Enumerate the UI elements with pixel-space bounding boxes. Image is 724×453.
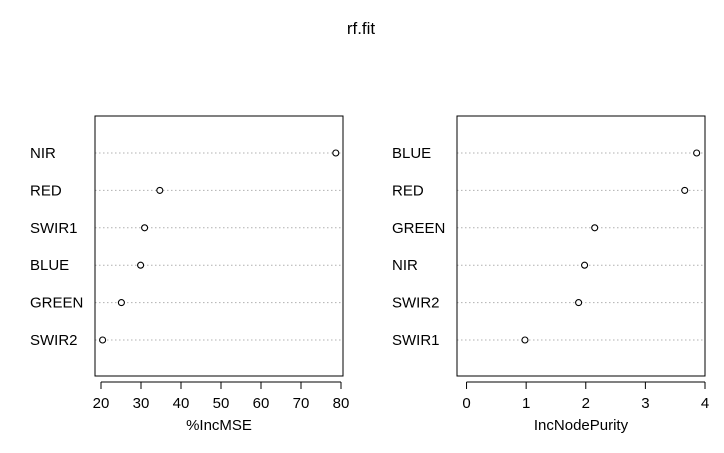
- x-tick-label: 20: [93, 395, 110, 412]
- data-point: [581, 261, 589, 269]
- category-label: SWIR2: [30, 332, 78, 349]
- category-label: RED: [392, 182, 424, 199]
- plot-frame: [94, 115, 344, 377]
- category-label: RED: [30, 182, 62, 199]
- data-point: [693, 149, 701, 157]
- data-point: [137, 261, 145, 269]
- data-point: [591, 224, 599, 232]
- category-label: SWIR1: [392, 332, 440, 349]
- plot-frame: [456, 115, 706, 377]
- x-tick-label: 40: [173, 395, 190, 412]
- x-tick-label: 0: [462, 395, 470, 412]
- category-label: GREEN: [392, 220, 445, 237]
- x-tick-label: 1: [522, 395, 530, 412]
- data-point: [681, 186, 689, 194]
- x-tick-label: 70: [293, 395, 310, 412]
- data-point: [521, 336, 529, 344]
- category-label: BLUE: [392, 145, 431, 162]
- chart-title: rf.fit: [347, 19, 376, 38]
- data-point: [332, 149, 340, 157]
- data-point: [575, 299, 583, 307]
- x-axis-title: %IncMSE: [186, 417, 252, 434]
- category-label: NIR: [30, 145, 56, 162]
- x-tick-label: 2: [582, 395, 590, 412]
- x-tick-label: 60: [253, 395, 270, 412]
- x-tick-label: 30: [133, 395, 150, 412]
- category-label: SWIR2: [392, 295, 440, 312]
- x-tick-label: 80: [333, 395, 350, 412]
- data-point: [141, 224, 149, 232]
- category-label: SWIR1: [30, 220, 78, 237]
- x-tick-label: 50: [213, 395, 230, 412]
- data-point: [156, 186, 164, 194]
- x-tick-label: 4: [701, 395, 709, 412]
- category-label: BLUE: [30, 257, 69, 274]
- data-point: [117, 299, 125, 307]
- panel-inc-node-purity: BLUE RED GREEN NIR SWIR2 SWIR1 0 1 2 3 4 IncNodePur…: [392, 115, 709, 434]
- category-label: NIR: [392, 257, 418, 274]
- x-tick-label: 3: [641, 395, 649, 412]
- x-axis-title: IncNodePurity: [534, 417, 629, 434]
- data-point: [99, 336, 107, 344]
- panel-inc-mse: NIR RED SWIR1 BLUE GREEN SWIR2 20 30 40 50 60 70 80%…: [30, 115, 350, 434]
- category-label: GREEN: [30, 295, 83, 312]
